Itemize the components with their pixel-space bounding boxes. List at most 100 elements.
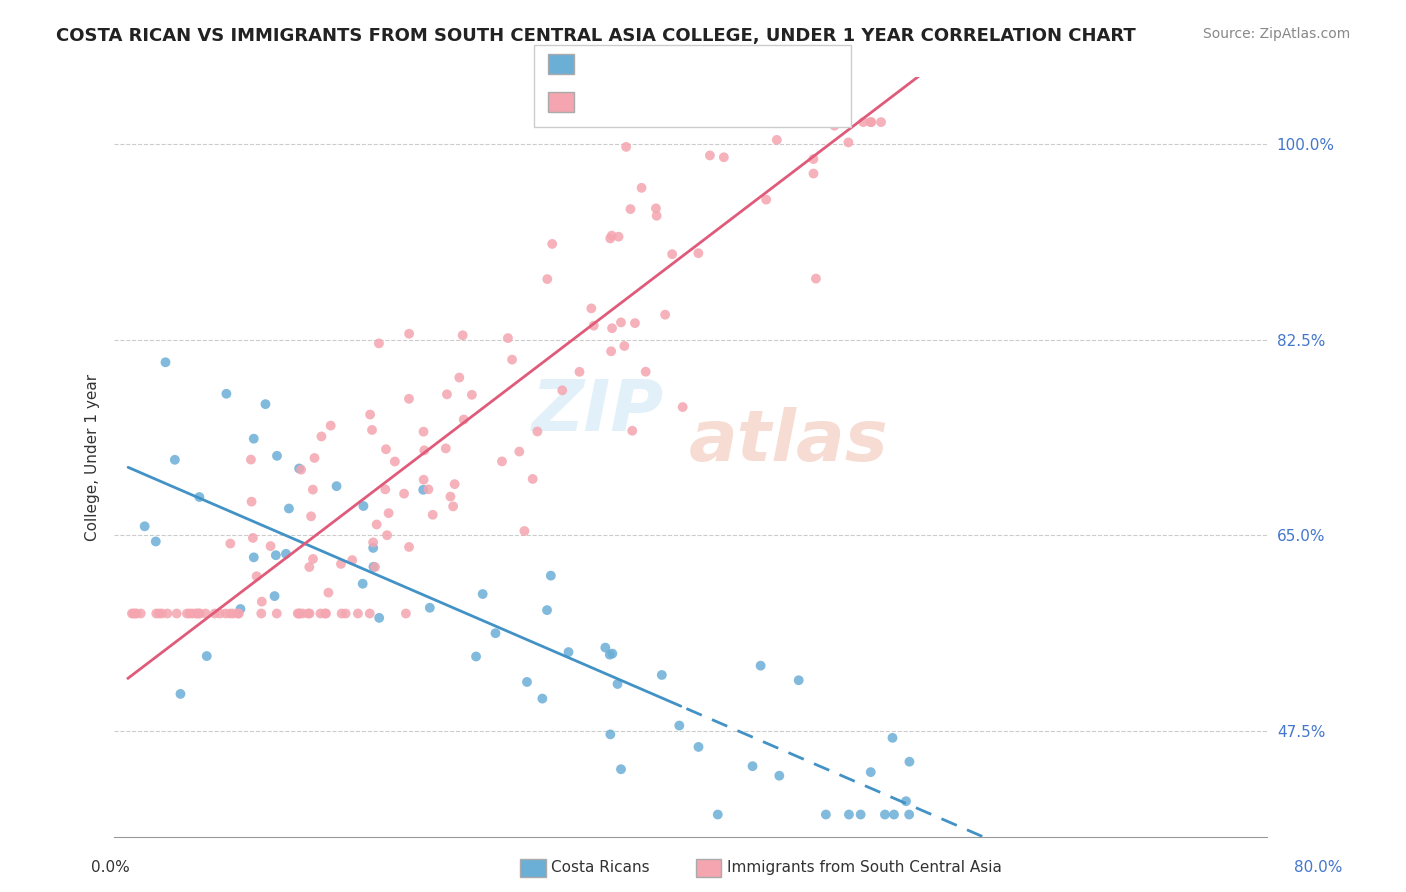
Point — [811, 115, 834, 129]
Point — [673, 115, 696, 129]
Point — [342, 553, 364, 567]
Point — [582, 318, 605, 333]
Point — [219, 607, 242, 621]
Point — [166, 607, 188, 621]
Point — [347, 607, 370, 621]
Point — [451, 328, 474, 343]
Point — [713, 150, 735, 164]
Point — [298, 607, 321, 621]
Point — [610, 762, 633, 776]
Point — [287, 607, 309, 621]
Point — [242, 550, 264, 565]
Point — [384, 454, 406, 468]
Point — [651, 668, 673, 682]
Point — [318, 585, 340, 599]
Point — [375, 442, 398, 457]
Point — [299, 509, 322, 524]
Point — [755, 193, 778, 207]
Point — [551, 384, 574, 398]
Text: R =: R = — [581, 93, 617, 111]
Point — [134, 519, 156, 533]
Point — [228, 607, 250, 621]
Point — [215, 386, 238, 401]
Point — [148, 607, 170, 621]
Point — [873, 807, 896, 822]
Point — [266, 449, 288, 463]
Point — [522, 472, 544, 486]
Point — [412, 483, 434, 497]
Point — [163, 452, 186, 467]
Point — [366, 517, 388, 532]
Point — [859, 115, 882, 129]
Point — [242, 432, 264, 446]
Point — [799, 115, 821, 129]
Point — [413, 443, 436, 458]
Point — [242, 531, 264, 545]
Point — [302, 483, 325, 497]
Point — [536, 272, 558, 286]
Point — [359, 607, 381, 621]
Point — [422, 508, 444, 522]
Point — [508, 444, 530, 458]
Point — [837, 136, 859, 150]
Point — [614, 140, 637, 154]
Point — [375, 528, 398, 542]
Point — [239, 452, 262, 467]
Point — [814, 807, 837, 822]
Point — [266, 607, 288, 621]
Text: COSTA RICAN VS IMMIGRANTS FROM SOUTH CENTRAL ASIA COLLEGE, UNDER 1 YEAR CORRELAT: COSTA RICAN VS IMMIGRANTS FROM SOUTH CEN… — [56, 27, 1136, 45]
Point — [599, 648, 621, 662]
Point — [688, 246, 710, 260]
Point — [290, 463, 312, 477]
Point — [124, 607, 146, 621]
Point — [449, 370, 471, 384]
Point — [741, 759, 763, 773]
Point — [491, 454, 513, 468]
Point — [419, 600, 441, 615]
Point — [668, 718, 690, 732]
Point — [599, 231, 621, 245]
Point — [352, 499, 374, 513]
Point — [288, 461, 311, 475]
Point — [513, 524, 536, 538]
Text: N =: N = — [696, 93, 733, 111]
Point — [418, 483, 440, 497]
Point — [150, 607, 173, 621]
Point — [443, 477, 465, 491]
Point — [368, 336, 391, 351]
Point — [613, 339, 636, 353]
Point — [398, 540, 420, 554]
Point — [595, 640, 617, 655]
Point — [226, 607, 249, 621]
Point — [707, 807, 730, 822]
Point — [838, 807, 860, 822]
Point — [496, 331, 519, 345]
Point — [661, 247, 683, 261]
Text: 0.0%: 0.0% — [91, 860, 131, 874]
Point — [749, 658, 772, 673]
Point — [374, 483, 396, 497]
Point — [581, 301, 603, 316]
Text: atlas: atlas — [689, 408, 889, 476]
Point — [359, 408, 381, 422]
Point — [540, 568, 562, 582]
Point — [516, 675, 538, 690]
Point — [278, 501, 301, 516]
Point — [471, 587, 494, 601]
Point — [568, 365, 591, 379]
Point — [645, 209, 668, 223]
Point — [311, 429, 333, 443]
Point — [291, 607, 314, 621]
Point — [330, 607, 353, 621]
Point — [898, 807, 921, 822]
Point — [619, 202, 641, 216]
Point — [439, 490, 461, 504]
Point — [395, 607, 418, 621]
Point — [803, 152, 825, 166]
Point — [766, 133, 789, 147]
Point — [325, 479, 347, 493]
Text: 141: 141 — [738, 93, 773, 111]
Y-axis label: College, Under 1 year: College, Under 1 year — [86, 374, 100, 541]
Text: -0.082: -0.082 — [623, 55, 682, 73]
Point — [787, 115, 810, 129]
